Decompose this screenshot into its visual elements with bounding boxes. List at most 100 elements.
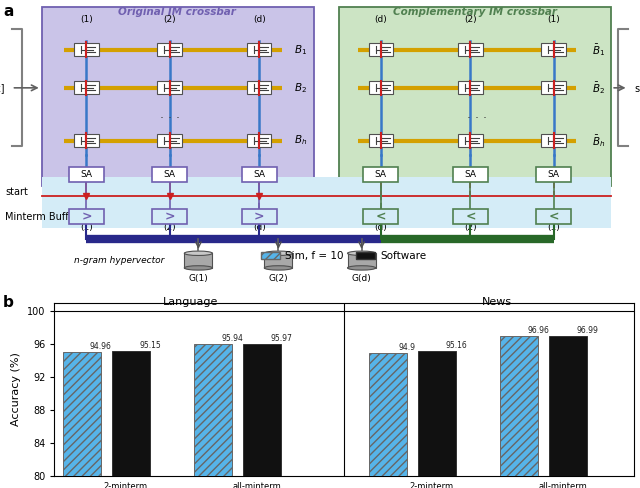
Bar	[453, 166, 488, 182]
Text: (1): (1)	[80, 15, 93, 23]
Bar	[369, 134, 393, 147]
Bar	[74, 81, 99, 95]
Text: 96.99: 96.99	[576, 325, 598, 335]
Bar	[458, 134, 483, 147]
Bar	[152, 209, 187, 224]
Bar	[536, 209, 572, 224]
Text: 95.94: 95.94	[221, 334, 243, 344]
Text: (1): (1)	[80, 224, 93, 232]
Bar	[458, 81, 483, 95]
Bar	[458, 43, 483, 56]
Text: 2-minterm: 2-minterm	[410, 483, 454, 488]
Text: (2): (2)	[163, 224, 176, 232]
Bar	[247, 81, 271, 95]
Bar	[112, 351, 150, 488]
Bar	[243, 344, 281, 488]
Y-axis label: Accuracy (%): Accuracy (%)	[12, 352, 22, 426]
Bar	[69, 209, 104, 224]
Bar	[247, 134, 271, 147]
Bar	[184, 253, 212, 268]
Bar	[157, 43, 182, 56]
Text: 2-minterm: 2-minterm	[104, 483, 147, 488]
Bar	[152, 166, 187, 182]
Text: . . .: . . .	[159, 108, 180, 121]
Bar	[242, 166, 277, 182]
Ellipse shape	[184, 251, 212, 256]
Text: (d): (d)	[253, 15, 266, 23]
Bar	[348, 253, 376, 268]
Text: s[k]: s[k]	[635, 83, 640, 93]
Text: all-minterm: all-minterm	[232, 483, 281, 488]
Text: $B_2$: $B_2$	[294, 81, 307, 95]
Text: G(2): G(2)	[269, 274, 288, 284]
Text: $\bar{B}_h$: $\bar{B}_h$	[592, 133, 605, 148]
Text: 96.96: 96.96	[527, 326, 549, 335]
Text: >: >	[81, 210, 92, 223]
Bar	[364, 209, 398, 224]
Text: News: News	[482, 297, 512, 306]
Text: $B_1$: $B_1$	[294, 43, 307, 57]
Bar	[500, 336, 538, 488]
Text: 94.9: 94.9	[398, 343, 415, 352]
Bar	[541, 43, 566, 56]
Bar	[541, 134, 566, 147]
Text: G(1): G(1)	[189, 274, 208, 284]
Bar	[339, 7, 611, 186]
Text: (1): (1)	[547, 224, 560, 232]
Ellipse shape	[264, 251, 292, 256]
Text: (d): (d)	[253, 224, 266, 232]
Text: G(d): G(d)	[352, 274, 371, 284]
Text: all-minterm: all-minterm	[538, 483, 587, 488]
Text: >: >	[254, 210, 264, 223]
Text: a: a	[3, 4, 13, 20]
Text: . . .: . . .	[467, 108, 487, 121]
Bar	[157, 134, 182, 147]
Bar	[264, 253, 292, 268]
Bar	[242, 209, 277, 224]
Text: start: start	[5, 187, 28, 197]
Text: SA: SA	[81, 170, 92, 179]
Text: (d): (d)	[374, 15, 387, 23]
Bar	[42, 177, 611, 228]
Text: (2): (2)	[163, 15, 176, 23]
Text: Original IM crossbar: Original IM crossbar	[118, 7, 236, 17]
Text: (2): (2)	[464, 15, 477, 23]
Text: 95.97: 95.97	[270, 334, 292, 343]
Bar	[369, 43, 393, 56]
Bar	[63, 352, 101, 488]
Text: s[k]: s[k]	[0, 83, 5, 93]
Bar	[42, 7, 314, 186]
Text: 95.15: 95.15	[139, 341, 161, 350]
Bar	[418, 351, 456, 488]
Bar	[369, 81, 393, 95]
Ellipse shape	[348, 251, 376, 256]
Bar	[247, 43, 271, 56]
Bar	[364, 166, 398, 182]
Bar	[541, 81, 566, 95]
Bar	[536, 166, 572, 182]
Bar	[74, 43, 99, 56]
Text: Language: Language	[163, 297, 219, 306]
Bar	[194, 345, 232, 488]
Bar	[549, 336, 587, 488]
Text: SA: SA	[164, 170, 175, 179]
Text: (1): (1)	[547, 15, 560, 23]
Text: <: <	[376, 210, 386, 223]
Text: >: >	[164, 210, 175, 223]
Text: SA: SA	[548, 170, 559, 179]
Text: SA: SA	[375, 170, 387, 179]
Text: (d): (d)	[374, 224, 387, 232]
Text: $B_h$: $B_h$	[294, 134, 308, 147]
Text: 94.96: 94.96	[90, 343, 112, 351]
Text: <: <	[548, 210, 559, 223]
Text: 95.16: 95.16	[445, 341, 467, 350]
Ellipse shape	[348, 265, 376, 270]
Bar	[369, 353, 407, 488]
Bar	[69, 166, 104, 182]
Text: SA: SA	[253, 170, 265, 179]
Text: Minterm Buffers: Minterm Buffers	[5, 212, 84, 222]
Bar	[74, 134, 99, 147]
Text: b: b	[3, 295, 14, 310]
Text: SA: SA	[465, 170, 476, 179]
Text: (2): (2)	[464, 224, 477, 232]
